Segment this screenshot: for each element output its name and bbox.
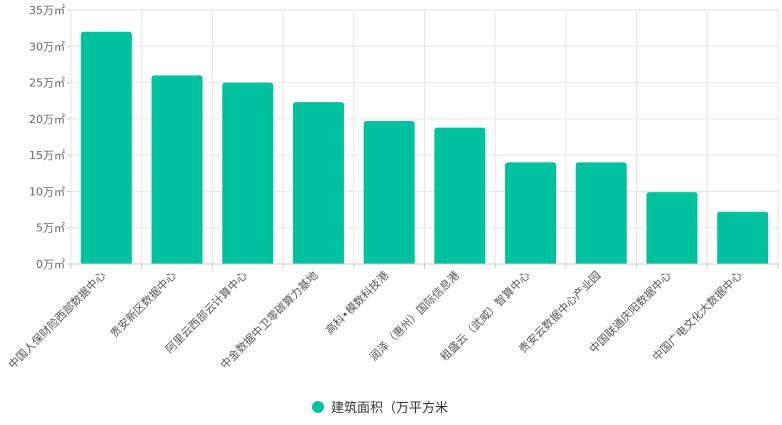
bar[interactable] (151, 75, 203, 264)
legend[interactable]: 建筑面积（万平方米 (312, 400, 448, 416)
x-tick-label: 贵安新区数据中心 (107, 268, 179, 340)
y-tick-label: 10万㎡ (29, 185, 65, 198)
bar[interactable] (363, 121, 415, 264)
x-tick-label: 高科•模数科技港 (322, 268, 391, 337)
y-tick-label: 30万㎡ (29, 40, 65, 53)
bar-layer (80, 31, 769, 265)
bar[interactable] (222, 82, 274, 264)
y-tick-label: 0万㎡ (36, 258, 65, 271)
legend-swatch (312, 401, 324, 413)
bar[interactable] (575, 162, 627, 264)
bar[interactable] (505, 162, 557, 264)
bar[interactable] (646, 192, 698, 264)
bar[interactable] (80, 31, 132, 265)
bar[interactable] (434, 127, 486, 265)
legend-label: 建筑面积（万平方米 (331, 400, 448, 416)
x-tick-label: 中国人保财险西部数据中心 (5, 268, 108, 371)
y-tick-label: 5万㎡ (36, 222, 65, 235)
bar[interactable] (717, 211, 769, 264)
y-tick-label: 25万㎡ (29, 77, 65, 90)
y-tick-label: 15万㎡ (29, 149, 65, 162)
grid-layer (70, 9, 779, 264)
y-tick-label: 35万㎡ (29, 4, 65, 17)
y-tick-label: 20万㎡ (29, 113, 65, 126)
bar[interactable] (292, 102, 344, 264)
